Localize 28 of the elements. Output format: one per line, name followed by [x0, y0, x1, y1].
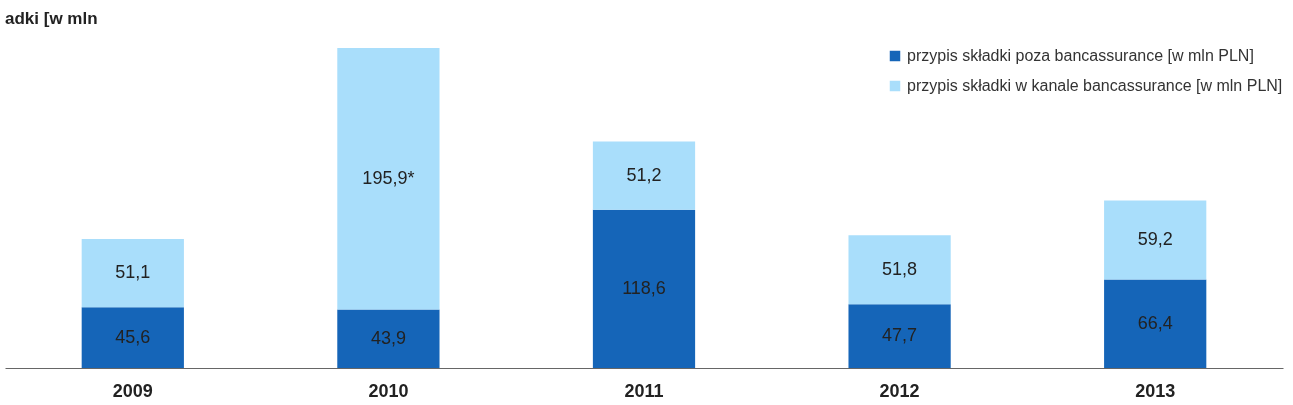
- data-label: 47,7: [882, 325, 918, 346]
- data-label: 51,2: [626, 164, 662, 185]
- data-label: 118,6: [622, 277, 666, 298]
- x-tick-label: 2011: [624, 380, 664, 401]
- legend-label: przypis składki w kanale bancassurance [w mln PLN]: [907, 77, 1283, 94]
- x-tick-label: 2009: [112, 380, 153, 401]
- bar: [337, 48, 440, 310]
- bar: [592, 209, 696, 368]
- data-label: 59,2: [1137, 228, 1173, 249]
- bar: [1104, 200, 1207, 280]
- bar: [81, 238, 184, 308]
- data-label: 195,9*: [362, 167, 415, 188]
- legend-label: przypis składki poza bancassurance [w mln PLN]: [907, 47, 1254, 64]
- x-tick-label: 2010: [368, 380, 409, 401]
- bar: [81, 307, 184, 368]
- data-label: 45,6: [115, 326, 151, 347]
- data-label: 51,8: [882, 258, 918, 279]
- data-label: 51,1: [115, 262, 151, 283]
- bar: [592, 141, 696, 210]
- data-label: 43,9: [370, 327, 406, 348]
- bar: [848, 304, 951, 368]
- x-tick-label: 2013: [1135, 380, 1176, 401]
- bar: [848, 235, 951, 305]
- bar: [337, 309, 440, 368]
- data-label: 66,4: [1137, 312, 1173, 333]
- bar: [1104, 279, 1207, 368]
- x-tick-label: 2012: [879, 380, 920, 401]
- chart-title: adki [w mln: [5, 9, 98, 28]
